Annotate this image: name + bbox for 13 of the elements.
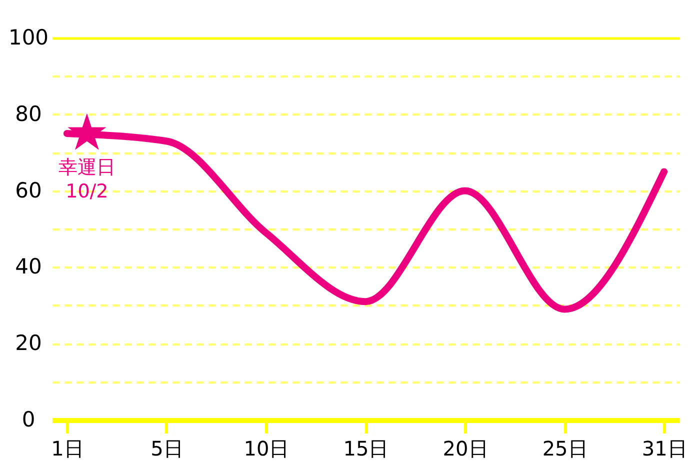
- x-tick-label: 10日: [244, 436, 290, 460]
- y-tick-label: 20: [15, 331, 42, 356]
- x-tick-label: 1日: [51, 436, 84, 460]
- x-tick-label: 31日: [642, 436, 688, 460]
- y-tick-label: 80: [15, 102, 42, 126]
- y-tick-label: 60: [15, 178, 42, 202]
- y-tick-label: 100: [8, 26, 49, 50]
- y-tick-label: 40: [15, 254, 42, 279]
- x-tick-label: 20日: [442, 436, 488, 460]
- x-tick-label: 5日: [150, 436, 184, 460]
- x-tick-label: 25日: [542, 436, 588, 460]
- y-tick-label: 0: [22, 408, 36, 432]
- x-tick-label: 15日: [343, 436, 389, 460]
